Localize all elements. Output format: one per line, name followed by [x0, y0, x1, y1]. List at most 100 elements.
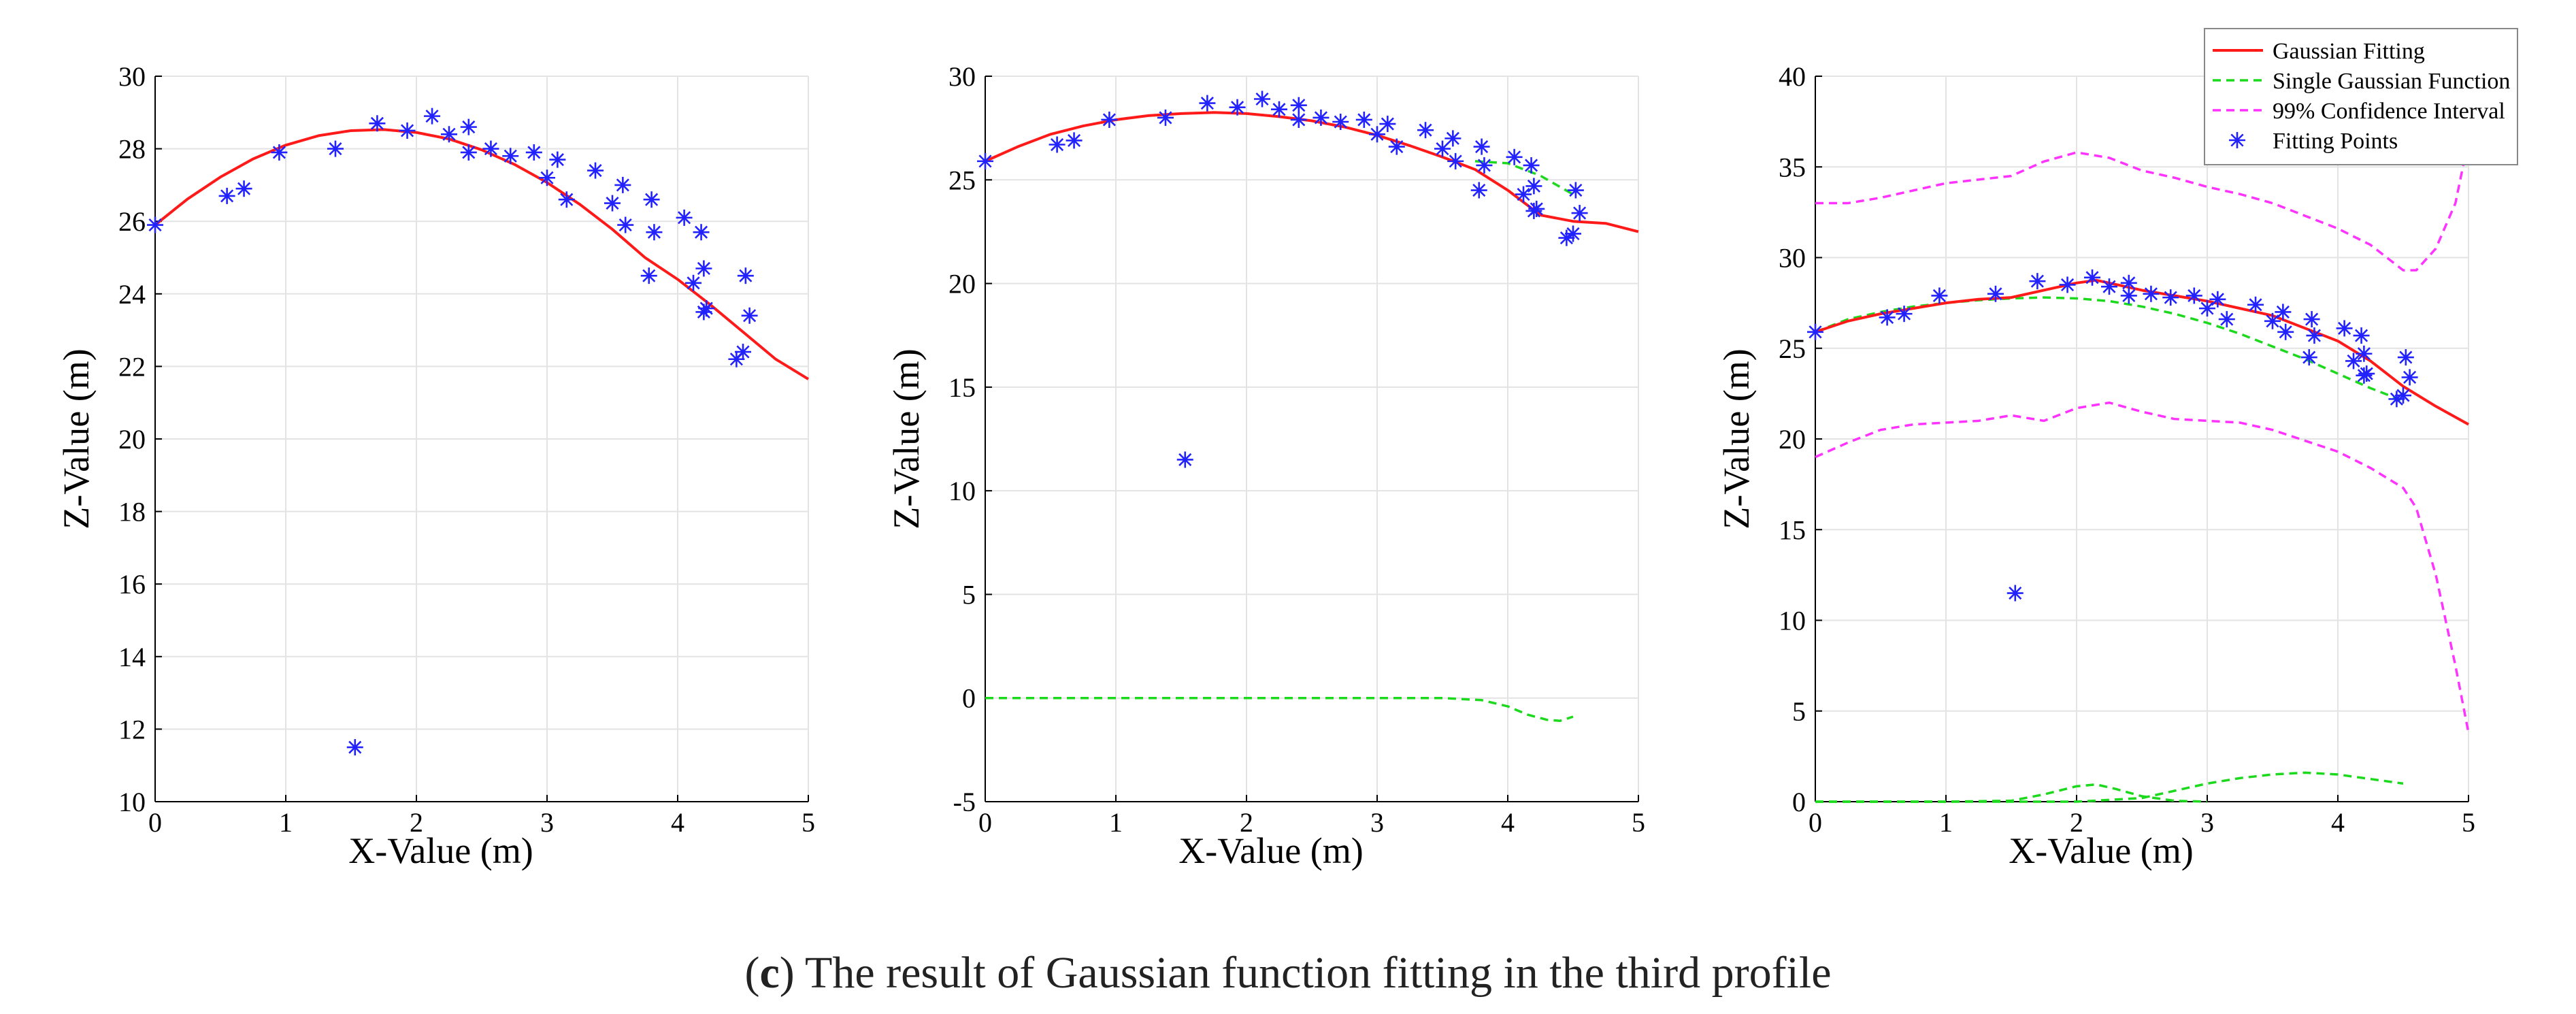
- x-axis-label: X-Value (m): [1178, 830, 1363, 871]
- fitting-point: [424, 108, 441, 125]
- fitting-point: [1101, 111, 1118, 128]
- x-tick-label: 1: [279, 807, 293, 838]
- fitting-point: [2209, 291, 2226, 308]
- fitting-point: [1470, 182, 1487, 199]
- y-tick-label: 5: [1792, 696, 1806, 727]
- fitting-point: [2356, 345, 2373, 362]
- x-tick-label: 0: [148, 807, 162, 838]
- fitting-point: [1254, 91, 1271, 108]
- gaussian-fitting-line: [1815, 278, 2469, 426]
- caption-close-paren: ): [779, 948, 795, 998]
- single-gaussian-line: [1474, 160, 1574, 196]
- x-tick-label: 3: [2200, 807, 2214, 838]
- legend-marker: [2229, 132, 2245, 148]
- fitting-point: [1229, 99, 1246, 116]
- fitting-point: [1290, 97, 1307, 114]
- fitting-point: [441, 126, 457, 143]
- y-tick-label: 22: [118, 351, 146, 382]
- single-gaussian-line: [1815, 783, 2208, 803]
- fitting-point: [640, 267, 657, 284]
- x-tick-label: 1: [1939, 807, 1953, 838]
- y-tick-label: 15: [948, 372, 976, 403]
- y-axis-label: Z-Value (m): [1716, 348, 1757, 529]
- y-tick-label: 24: [118, 279, 146, 310]
- fitting-point: [147, 216, 163, 233]
- x-tick-label: 3: [540, 807, 554, 838]
- y-tick-label: 10: [1779, 606, 1806, 636]
- fitting-point: [741, 307, 758, 324]
- fitting-point: [1271, 101, 1287, 118]
- x-tick-label: 3: [1370, 807, 1384, 838]
- fitting-point: [1312, 109, 1330, 126]
- y-tick-label: 30: [1779, 243, 1806, 274]
- y-tick-label: 20: [948, 269, 976, 299]
- fitting-point: [1048, 136, 1066, 153]
- single-gaussian-line: [1815, 771, 2404, 803]
- x-tick-label: 5: [802, 807, 815, 838]
- fitting-point: [1447, 152, 1464, 169]
- fitting-point: [693, 224, 710, 241]
- fitting-point: [977, 152, 993, 169]
- legend: Gaussian Fitting Single Gaussian Function…: [2204, 28, 2518, 165]
- fitting-point: [1473, 138, 1490, 155]
- y-tick-label: 18: [118, 497, 146, 527]
- fitting-point: [643, 191, 660, 208]
- x-tick-label: 5: [1632, 807, 1645, 838]
- y-tick-label: 14: [118, 642, 146, 672]
- fitting-point: [2059, 276, 2076, 293]
- single-gaussian-line: [985, 696, 1574, 722]
- figure-caption: (c) The result of Gaussian function fitt…: [0, 947, 2576, 999]
- y-tick-label: 12: [118, 714, 146, 745]
- fitting-point: [1417, 122, 1434, 139]
- y-tick-label: 15: [1779, 514, 1806, 545]
- y-tick-label: 28: [118, 134, 146, 165]
- fitting-point: [1525, 178, 1542, 195]
- x-tick-label: 1: [1109, 807, 1123, 838]
- fitting-point: [646, 224, 663, 241]
- fitting-point: [1157, 109, 1174, 126]
- fitting-point: [482, 140, 499, 157]
- fitting-point: [1476, 157, 1493, 174]
- caption-open-paren: (: [744, 948, 760, 998]
- fitting-points-series: [147, 108, 758, 756]
- fitting-point: [2395, 387, 2411, 404]
- fitting-point: [685, 274, 702, 291]
- fitting-point: [460, 118, 477, 135]
- caption-letter: c: [759, 948, 780, 998]
- y-tick-label: 30: [948, 61, 976, 92]
- y-tick-label: 20: [1779, 424, 1806, 455]
- y-tick-label: 20: [118, 424, 146, 455]
- y-tick-label: 5: [962, 579, 976, 610]
- fitting-point: [1567, 182, 1584, 199]
- fitting-point: [502, 148, 519, 165]
- y-axis-label: Z-Value (m): [56, 348, 97, 529]
- fitting-point: [2397, 349, 2414, 366]
- fitting-point: [1807, 323, 1823, 340]
- fitting-point: [1379, 116, 1396, 133]
- y-tick-label: 16: [118, 569, 146, 600]
- fitting-point: [2084, 269, 2101, 286]
- fitting-point: [1931, 287, 1948, 304]
- fitting-point: [2143, 285, 2160, 302]
- fitting-point: [1176, 451, 1193, 468]
- fitting-point: [676, 209, 693, 226]
- fitting-point: [1332, 114, 1349, 131]
- fitting-point: [1987, 285, 2004, 302]
- x-tick-label: 2: [410, 807, 423, 838]
- y-tick-label: 10: [118, 787, 146, 817]
- fitting-point: [271, 144, 288, 161]
- fitting-point: [2247, 296, 2264, 313]
- fitting-point: [2306, 327, 2323, 344]
- fitting-point: [2358, 365, 2375, 382]
- fitting-point: [1434, 140, 1451, 157]
- fitting-point: [1523, 157, 1540, 174]
- fitting-point: [1565, 225, 1581, 242]
- fitting-point: [399, 122, 416, 139]
- x-axis-label: X-Value (m): [2009, 830, 2193, 871]
- fitting-point: [1571, 205, 1588, 222]
- fitting-point: [2029, 273, 2046, 290]
- fitting-point: [735, 344, 751, 361]
